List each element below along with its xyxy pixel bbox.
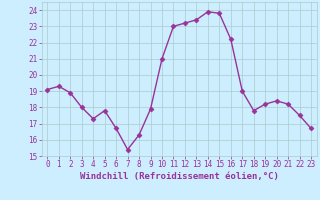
X-axis label: Windchill (Refroidissement éolien,°C): Windchill (Refroidissement éolien,°C) — [80, 172, 279, 181]
